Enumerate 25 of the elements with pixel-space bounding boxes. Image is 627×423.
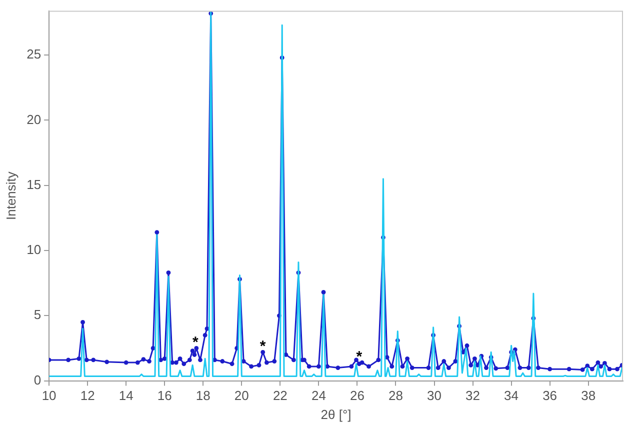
y-axis-title: Intensity — [3, 171, 18, 220]
x-tick-label: 34 — [504, 388, 519, 404]
annotation: * — [356, 348, 362, 366]
x-tick-label: 18 — [196, 388, 210, 404]
x-tick-label: 20 — [234, 388, 249, 404]
y-tick-label: 15 — [26, 176, 42, 192]
x-tick-label: 16 — [157, 388, 172, 404]
y-tick-label: 20 — [26, 112, 42, 127]
y-tick-label: 5 — [34, 307, 42, 322]
x-tick-label: 38 — [581, 388, 596, 404]
x-tick-label: 32 — [466, 388, 480, 404]
annotation: * — [192, 334, 199, 352]
x-tick-label: 12 — [80, 388, 95, 404]
y-tick-label: 10 — [26, 242, 42, 258]
x-tick-label: 14 — [118, 388, 134, 404]
annotation: * — [260, 338, 266, 356]
x-tick-label: 30 — [427, 388, 442, 404]
x-tick-label: 36 — [542, 388, 558, 404]
y-tick-label: 0 — [34, 372, 42, 388]
x-tick-label: 22 — [272, 388, 288, 404]
x-axis-title: 2θ [°] — [320, 406, 352, 422]
x-tick-label: 28 — [388, 388, 403, 404]
x-tick-label: 24 — [311, 388, 326, 404]
x-tick-label: 26 — [350, 388, 364, 404]
y-tick-label: 25 — [26, 46, 42, 62]
